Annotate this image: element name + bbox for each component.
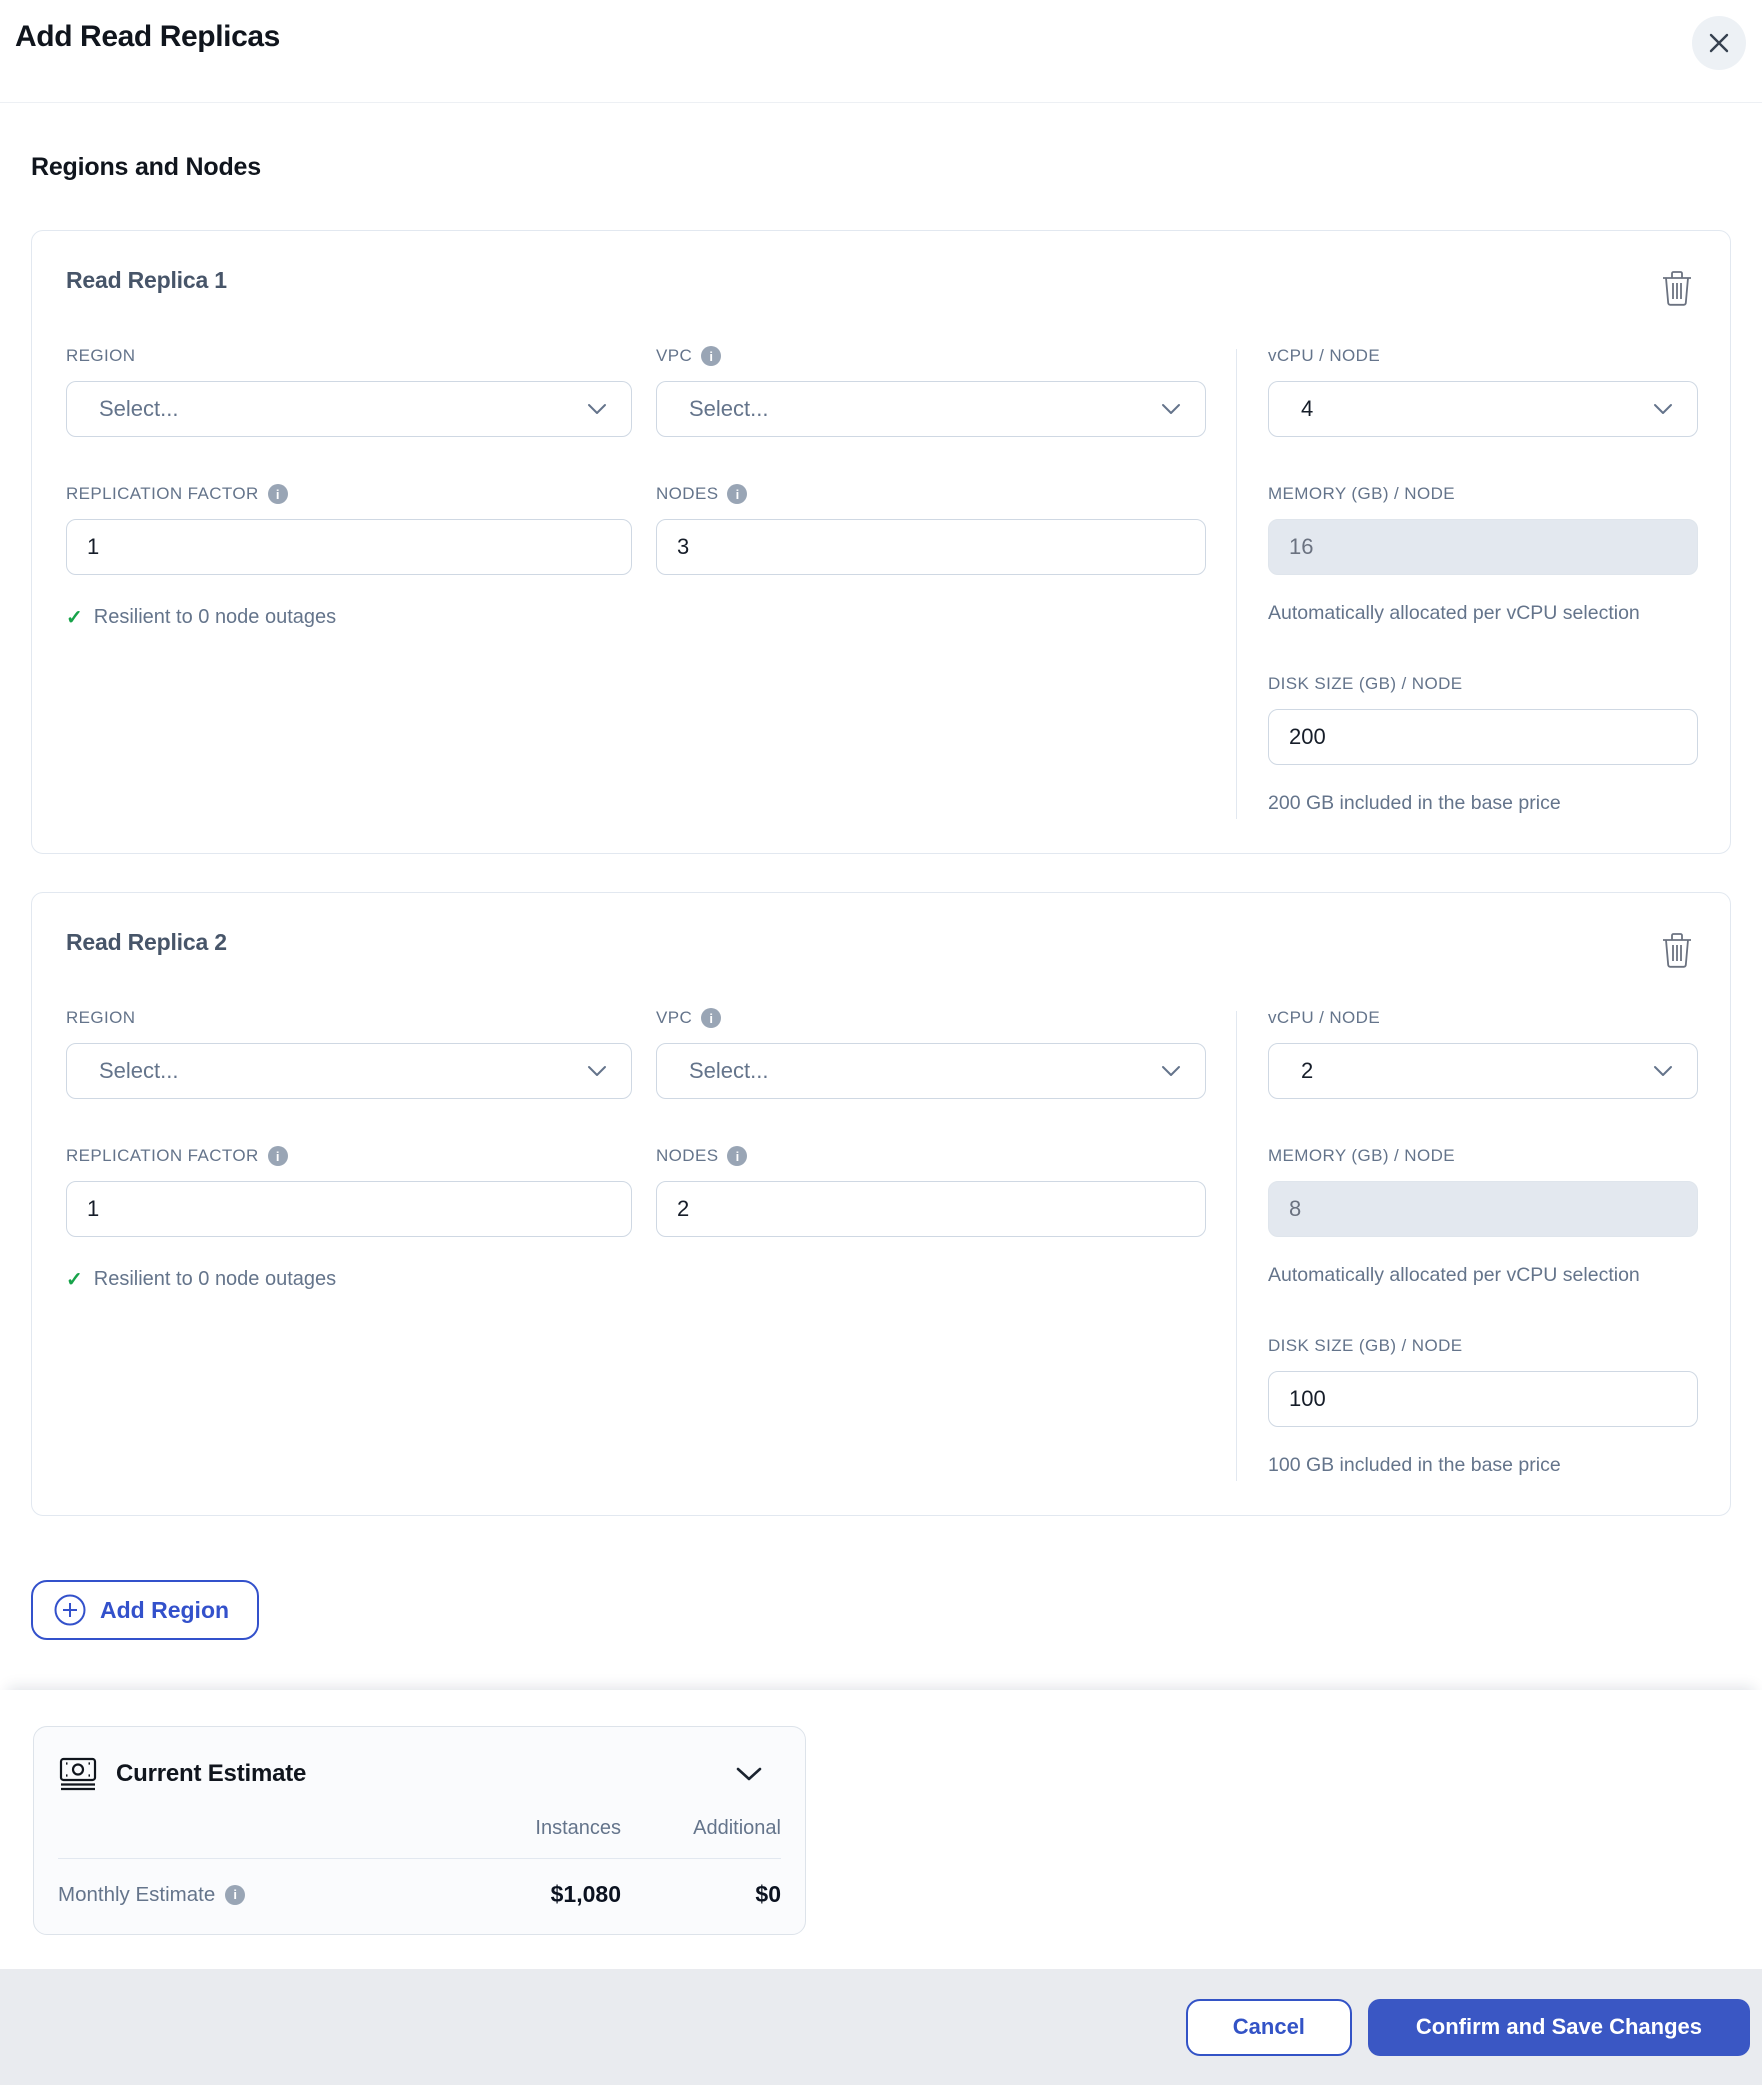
- vpc-select[interactable]: Select...: [656, 381, 1206, 437]
- vpc-select-value: Select...: [689, 1058, 769, 1083]
- replication-factor-label: REPLICATION FACTOR: [66, 484, 259, 503]
- vcpu-select[interactable]: 2: [1268, 1043, 1698, 1099]
- dialog-footer: Cancel Confirm and Save Changes: [0, 1969, 1762, 2085]
- nodes-input[interactable]: [656, 519, 1206, 575]
- vpc-label: VPC: [656, 1008, 693, 1027]
- column-header-additional: Additional: [693, 1817, 781, 1839]
- info-icon[interactable]: i: [225, 1884, 246, 1905]
- add-region-label: Add Region: [100, 1596, 230, 1623]
- add-region-button[interactable]: Add Region: [31, 1580, 260, 1640]
- disk-helper: 200 GB included in the base price: [1268, 792, 1561, 814]
- vcpu-select[interactable]: 4: [1268, 381, 1698, 437]
- region-select[interactable]: Select...: [66, 1043, 632, 1099]
- chevron-down-icon: [1161, 1065, 1181, 1077]
- chevron-down-icon: [1653, 403, 1673, 415]
- monthly-additional-value: $0: [755, 1881, 781, 1907]
- confirm-save-button[interactable]: Confirm and Save Changes: [1367, 1998, 1750, 2056]
- disk-size-input[interactable]: [1268, 709, 1698, 765]
- monthly-estimate-label: Monthly Estimate: [58, 1882, 216, 1906]
- replication-factor-input[interactable]: [66, 1181, 632, 1237]
- monthly-instances-value: $1,080: [550, 1881, 621, 1907]
- dialog-header: Add Read Replicas: [0, 0, 1762, 103]
- vpc-select[interactable]: Select...: [656, 1043, 1206, 1099]
- close-icon: [1707, 31, 1731, 55]
- disk-size-label: DISK SIZE (GB) / NODE: [1268, 1336, 1463, 1355]
- replication-factor-input[interactable]: [66, 519, 632, 575]
- memory-helper: Automatically allocated per vCPU selecti…: [1268, 602, 1640, 624]
- read-replica-card-2: Read Replica 2 REGION Select...: [31, 892, 1731, 1516]
- region-select-value: Select...: [99, 1058, 179, 1083]
- money-icon: [58, 1755, 98, 1793]
- disk-helper: 100 GB included in the base price: [1268, 1454, 1561, 1476]
- trash-icon: [1660, 269, 1694, 307]
- memory-helper: Automatically allocated per vCPU selecti…: [1268, 1264, 1640, 1286]
- nodes-label: NODES: [656, 484, 719, 503]
- memory-label: MEMORY (GB) / NODE: [1268, 1146, 1455, 1165]
- vcpu-label: vCPU / NODE: [1268, 346, 1381, 365]
- current-estimate-panel: Current Estimate Instances Additional Mo…: [33, 1726, 806, 1935]
- close-button[interactable]: [1692, 16, 1746, 70]
- chevron-down-icon: [587, 1065, 607, 1077]
- region-select-value: Select...: [99, 396, 179, 421]
- replica-title: Read Replica 2: [66, 929, 227, 955]
- memory-label: MEMORY (GB) / NODE: [1268, 484, 1455, 503]
- nodes-label: NODES: [656, 1146, 719, 1165]
- vpc-label: VPC: [656, 346, 693, 365]
- check-icon: ✓: [66, 607, 83, 629]
- resilience-note: Resilient to 0 node outages: [93, 606, 337, 628]
- read-replica-card-1: Read Replica 1 REGION Select...: [31, 230, 1731, 854]
- info-icon[interactable]: i: [727, 484, 748, 504]
- disk-size-input[interactable]: [1268, 1371, 1698, 1427]
- vcpu-select-value: 2: [1301, 1058, 1314, 1083]
- delete-replica-button[interactable]: [1658, 929, 1696, 971]
- monthly-estimate-row: Monthly Estimate i $1,080 $0: [58, 1881, 781, 1908]
- page-title: Add Read Replicas: [15, 20, 280, 53]
- replica-title: Read Replica 1: [66, 267, 227, 293]
- section-title: Regions and Nodes: [31, 153, 261, 181]
- region-label: REGION: [66, 346, 136, 365]
- column-divider: [1236, 349, 1237, 819]
- dialog-body: Regions and Nodes Read Replica 1 REGION: [0, 153, 1762, 1640]
- info-icon[interactable]: i: [267, 1146, 288, 1166]
- info-icon[interactable]: i: [727, 1146, 748, 1166]
- info-icon[interactable]: i: [701, 1008, 722, 1028]
- trash-icon: [1660, 931, 1694, 969]
- region-select[interactable]: Select...: [66, 381, 632, 437]
- check-icon: ✓: [66, 1269, 83, 1291]
- region-label: REGION: [66, 1008, 136, 1027]
- cancel-button[interactable]: Cancel: [1185, 1998, 1352, 2056]
- memory-input: [1268, 519, 1698, 575]
- delete-replica-button[interactable]: [1658, 267, 1696, 309]
- info-icon[interactable]: i: [267, 484, 288, 504]
- estimate-divider: [58, 1858, 781, 1859]
- estimate-section: Current Estimate Instances Additional Mo…: [0, 1690, 1762, 1969]
- chevron-down-icon: [587, 403, 607, 415]
- plus-circle-icon: [53, 1593, 87, 1627]
- info-icon[interactable]: i: [701, 346, 722, 366]
- column-header-instances: Instances: [535, 1817, 621, 1839]
- estimate-title: Current Estimate: [116, 1760, 307, 1787]
- chevron-down-icon: [1161, 403, 1181, 415]
- chevron-down-icon: [1653, 1065, 1673, 1077]
- resilience-note: Resilient to 0 node outages: [93, 1268, 337, 1290]
- disk-size-label: DISK SIZE (GB) / NODE: [1268, 674, 1463, 693]
- vcpu-select-value: 4: [1301, 396, 1314, 421]
- nodes-input[interactable]: [656, 1181, 1206, 1237]
- column-divider: [1236, 1011, 1237, 1481]
- memory-input: [1268, 1181, 1698, 1237]
- replication-factor-label: REPLICATION FACTOR: [66, 1146, 259, 1165]
- chevron-down-icon[interactable]: [735, 1766, 763, 1782]
- vcpu-label: vCPU / NODE: [1268, 1008, 1381, 1027]
- vpc-select-value: Select...: [689, 396, 769, 421]
